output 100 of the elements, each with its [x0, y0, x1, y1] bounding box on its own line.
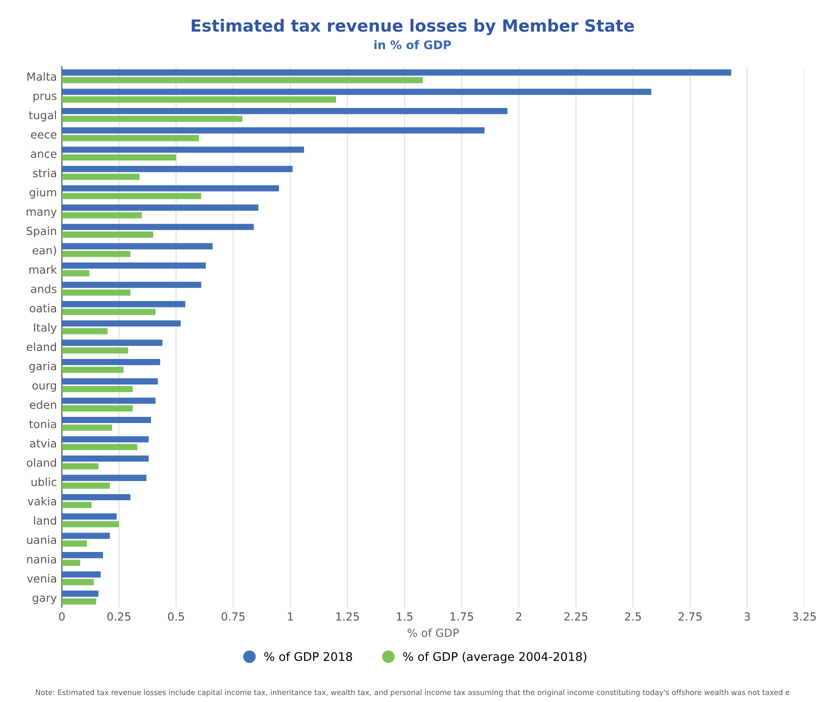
x-tick-label: 0.25 — [107, 612, 130, 621]
bar — [62, 560, 80, 566]
bar — [62, 308, 156, 315]
x-tick-label: 1.5 — [396, 612, 412, 621]
y-tick-label: oatia — [30, 304, 56, 312]
bar — [62, 455, 149, 462]
bar — [62, 282, 202, 288]
y-tick-label: mark — [29, 265, 57, 274]
bar — [62, 224, 254, 230]
bar — [62, 204, 258, 211]
bar — [62, 154, 176, 161]
bar — [62, 494, 130, 500]
bar — [62, 243, 213, 250]
y-tick-label: ourg — [32, 383, 56, 392]
y-tick-label: venia — [26, 574, 56, 583]
y-tick-label: tugal — [28, 110, 56, 122]
x-tick-label: 2 — [516, 612, 522, 621]
bar — [62, 378, 158, 384]
y-tick-label: atvia — [30, 438, 56, 448]
bar — [62, 192, 202, 200]
bar — [62, 416, 151, 424]
bar — [62, 232, 154, 238]
bar — [62, 590, 98, 597]
y-tick-label: ance — [30, 152, 56, 158]
y-tick-label: nania — [27, 554, 56, 564]
chart-title: Estimated tax revenue losses by Member State — [192, 18, 634, 36]
y-tick-label: eland — [26, 342, 56, 351]
y-tick-label: gium — [30, 188, 56, 199]
bar — [62, 301, 186, 308]
bar — [62, 320, 181, 327]
y-tick-label: prus — [34, 94, 56, 102]
y-tick-label: tonia — [29, 420, 56, 428]
bar — [62, 96, 336, 103]
y-tick-label: stria — [33, 168, 56, 178]
x-tick-label: 0.5 — [168, 612, 184, 621]
bar — [62, 77, 423, 84]
y-tick-label: Spain — [26, 226, 56, 238]
legend-label: % of GDP (average 2004-2018) — [403, 652, 586, 664]
bar — [62, 444, 138, 450]
bar — [62, 482, 110, 489]
x-tick-label: 0.75 — [222, 612, 245, 621]
bar — [62, 579, 94, 586]
x-tick-label: 2.5 — [625, 612, 641, 621]
x-tick-label: 1.25 — [336, 612, 359, 621]
bar — [62, 69, 732, 76]
y-tick-label: vakia — [28, 496, 56, 506]
y-tick-label: uania — [27, 535, 56, 544]
bar — [62, 502, 92, 508]
bar — [62, 185, 279, 192]
bar — [62, 270, 90, 276]
y-tick-label: garia — [29, 362, 56, 372]
y-tick-label: ands — [30, 284, 56, 294]
x-tick-label: 1.75 — [450, 612, 474, 621]
bar — [62, 540, 88, 547]
bar — [62, 532, 110, 539]
x-tick-label: 0 — [59, 612, 65, 621]
bar — [62, 598, 96, 605]
bar — [62, 521, 119, 528]
bar — [62, 424, 112, 431]
x-tick-label: 1 — [288, 612, 293, 621]
bar — [62, 340, 162, 346]
bar — [62, 250, 130, 258]
bar — [62, 513, 117, 520]
y-tick-label: ublic — [32, 478, 56, 486]
bar — [62, 436, 149, 442]
x-tick-label: 2.25 — [564, 612, 588, 621]
bar — [62, 212, 142, 218]
bar — [62, 398, 156, 404]
y-tick-label: gary — [32, 596, 57, 604]
bar — [62, 347, 128, 354]
bar — [62, 366, 124, 373]
bar — [62, 289, 130, 296]
bar — [62, 386, 133, 392]
bar — [62, 328, 108, 334]
y-tick-label: eece — [31, 132, 56, 139]
x-tick-label: 3.25 — [792, 612, 816, 621]
y-tick-label: Malta — [27, 72, 56, 81]
bar — [62, 474, 146, 481]
x-axis-title: % of GDP — [408, 628, 459, 637]
bar — [62, 88, 652, 95]
y-tick-label: Italy — [34, 323, 57, 334]
bar — [62, 174, 140, 180]
bar — [62, 127, 485, 134]
bar — [62, 552, 103, 558]
y-tick-label: many — [26, 209, 57, 218]
x-tick-label: 2.75 — [678, 612, 702, 621]
bar — [62, 463, 98, 470]
y-tick-label: land — [34, 516, 56, 525]
y-tick-label: oland — [26, 458, 56, 467]
bar — [62, 358, 160, 366]
bar — [62, 262, 206, 269]
y-tick-label: ean) — [32, 246, 56, 256]
bar — [62, 571, 101, 578]
x-tick-label: 3 — [744, 612, 750, 621]
bar — [62, 108, 508, 114]
bar — [62, 135, 199, 142]
y-tick-label: eden — [30, 400, 56, 409]
bar — [62, 116, 242, 122]
chart-subtitle: in % of GDP — [374, 40, 452, 50]
bar — [62, 166, 293, 172]
